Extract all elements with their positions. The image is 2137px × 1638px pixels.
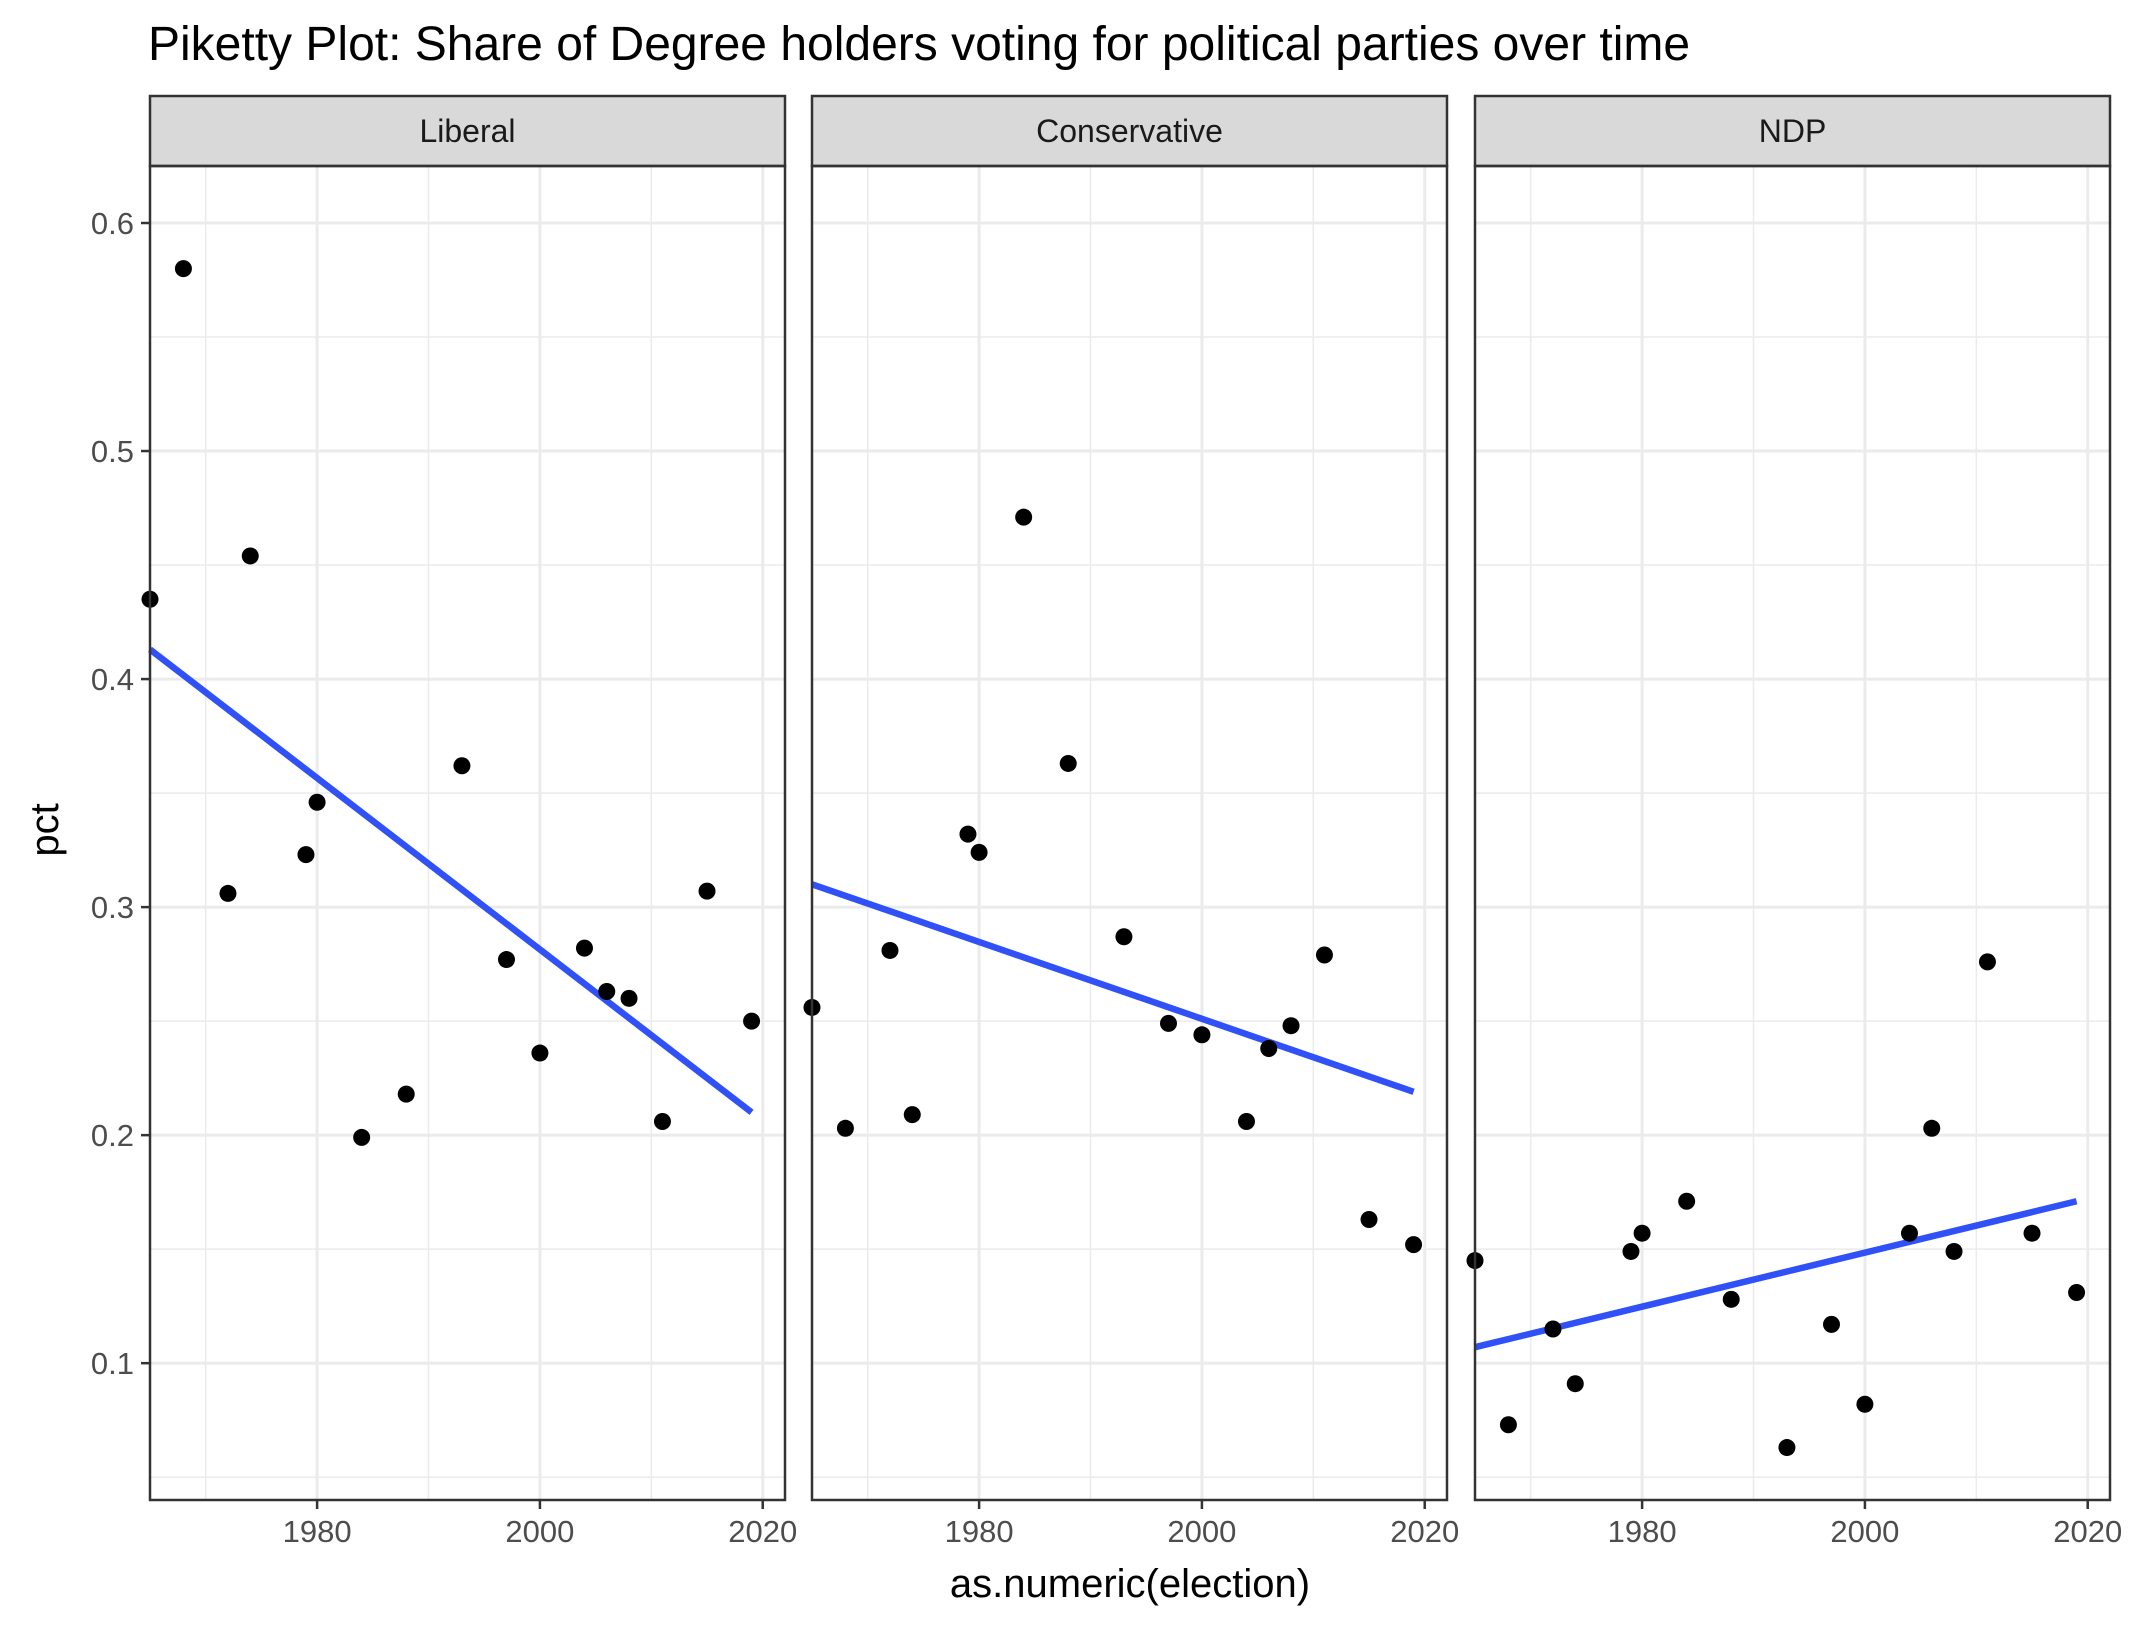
y-axis: 0.1 0.2 0.3 0.4 0.5 0.6 — [91, 206, 150, 1381]
data-points — [1466, 953, 2086, 1457]
data-point — [1633, 1224, 1651, 1242]
data-point — [1923, 1119, 1941, 1137]
data-point — [1945, 1242, 1963, 1260]
data-point — [1622, 1242, 1640, 1260]
facet-panel-ndp: NDP 1980 2000 2020 — [1466, 94, 2122, 1549]
x-tick-label: 2000 — [505, 1514, 574, 1549]
data-point — [598, 982, 616, 1000]
trend-line — [810, 881, 1415, 1095]
data-point — [397, 1085, 415, 1103]
facet-strip — [148, 94, 787, 168]
y-axis-title: pct — [23, 803, 67, 856]
data-point — [453, 757, 471, 775]
data-point — [1260, 1039, 1278, 1057]
data-points — [803, 508, 1423, 1254]
facet-strip — [1473, 94, 2112, 168]
facet-panel-conservative: Conservative 1980 2000 2020 — [803, 94, 1459, 1549]
facet-panel-liberal: Liberal 1980 2000 2020 — [141, 94, 797, 1549]
data-point — [1059, 754, 1077, 772]
data-point — [1015, 508, 1033, 526]
y-tick-label: 0.3 — [91, 890, 134, 925]
x-tick-label: 2020 — [2053, 1514, 2122, 1549]
data-point — [1978, 953, 1996, 971]
x-tick-label: 2020 — [728, 1514, 797, 1549]
panel-border — [1473, 164, 2112, 1502]
y-tick-label: 0.5 — [91, 434, 134, 469]
y-tick-label: 0.4 — [91, 662, 134, 697]
data-point — [1900, 1224, 1918, 1242]
data-point — [881, 941, 899, 959]
facet-label: Liberal — [419, 113, 515, 149]
data-point — [1193, 1026, 1211, 1044]
y-tick-label: 0.2 — [91, 1118, 134, 1153]
x-tick-label: 2000 — [1167, 1514, 1236, 1549]
data-point — [308, 793, 326, 811]
data-point — [620, 989, 638, 1007]
data-point — [743, 1012, 761, 1030]
x-tick-label: 1980 — [945, 1514, 1014, 1549]
data-point — [1315, 946, 1333, 964]
y-tick-label: 0.6 — [91, 206, 134, 241]
data-point — [698, 882, 716, 900]
data-point — [1115, 928, 1133, 946]
facet-label: Conservative — [1036, 113, 1223, 149]
panel-background — [1475, 166, 2110, 1500]
panel-background — [150, 166, 785, 1500]
chart-title: Piketty Plot: Share of Degree holders vo… — [148, 18, 1690, 71]
data-point — [653, 1112, 671, 1130]
facets-layer: Liberal 1980 2000 2020 Conservative 1980 2000 2… — [91, 94, 2122, 1549]
data-point — [174, 260, 192, 278]
x-tick-label: 2020 — [1390, 1514, 1459, 1549]
data-point — [1856, 1395, 1874, 1413]
data-point — [531, 1044, 549, 1062]
data-point — [1360, 1211, 1378, 1229]
x-tick-label: 2000 — [1830, 1514, 1899, 1549]
data-point — [1566, 1375, 1584, 1393]
data-point — [2068, 1283, 2086, 1301]
data-point — [497, 951, 515, 969]
data-point — [1282, 1017, 1300, 1035]
data-point — [836, 1119, 854, 1137]
grid-lines — [812, 166, 1447, 1500]
data-point — [241, 547, 259, 565]
x-tick-label: 1980 — [1608, 1514, 1677, 1549]
grid-lines — [1475, 166, 2110, 1500]
trend-line — [1474, 1198, 2078, 1351]
facet-label: NDP — [1759, 113, 1827, 149]
data-point — [959, 825, 977, 843]
data-point — [1499, 1416, 1517, 1434]
x-tick-label: 1980 — [283, 1514, 352, 1549]
data-point — [1544, 1320, 1562, 1338]
x-axis-title: as.numeric(election) — [950, 1562, 1310, 1606]
panel-border — [148, 164, 787, 1502]
data-point — [1822, 1315, 1840, 1333]
data-point — [1678, 1192, 1696, 1210]
data-points — [141, 260, 761, 1146]
data-point — [353, 1128, 371, 1146]
data-point — [575, 939, 593, 957]
panel-border — [810, 164, 1449, 1502]
data-point — [903, 1106, 921, 1124]
grid-lines — [150, 166, 785, 1500]
data-point — [1159, 1014, 1177, 1032]
data-point — [1237, 1112, 1255, 1130]
data-point — [219, 884, 237, 902]
data-point — [1722, 1290, 1740, 1308]
y-tick-label: 0.1 — [91, 1346, 134, 1381]
data-point — [970, 843, 988, 861]
facet-strip — [810, 94, 1449, 168]
panel-background — [812, 166, 1447, 1500]
data-point — [297, 846, 315, 864]
data-point — [2023, 1224, 2041, 1242]
data-point — [1405, 1236, 1423, 1254]
data-point — [1778, 1439, 1796, 1457]
trend-line — [148, 646, 754, 1115]
